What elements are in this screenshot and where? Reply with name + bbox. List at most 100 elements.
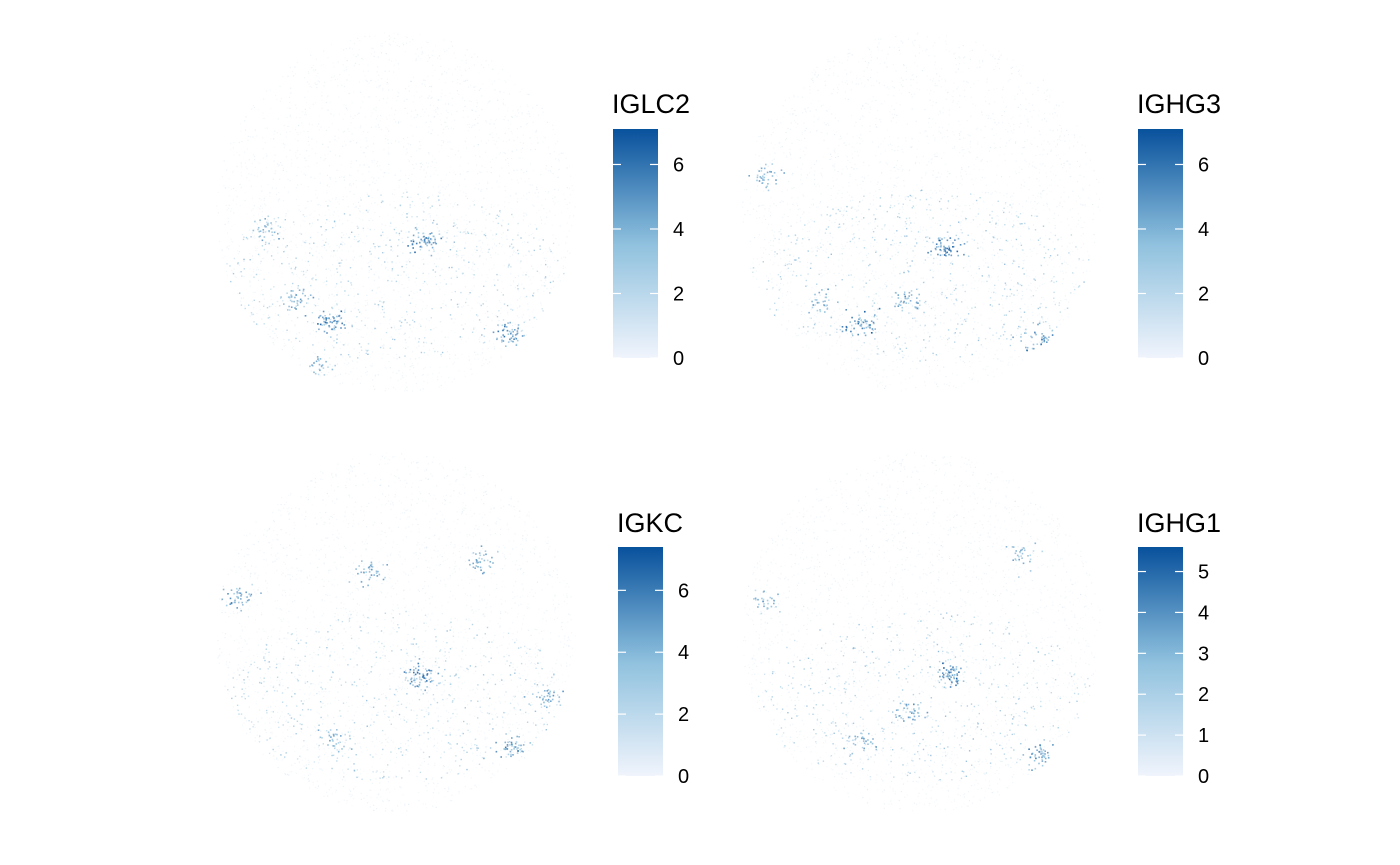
spot [485,120,487,122]
spot [819,201,821,203]
spot [522,157,524,159]
spot [846,133,848,135]
spot [1050,179,1053,181]
spot [565,256,567,258]
spot [352,203,354,205]
spot [457,235,459,237]
spot [1053,198,1055,200]
spot [1054,213,1056,215]
spot [461,255,463,257]
spot [877,46,879,48]
spot [329,313,331,316]
spot [489,100,491,102]
spot [518,283,520,285]
spot [418,341,420,343]
spot [507,157,509,159]
spot [416,91,418,93]
spot [828,108,830,110]
spot [777,264,779,266]
spot [817,312,819,315]
spot [930,291,933,293]
spot [459,336,461,338]
spot [994,101,996,103]
spot [957,208,959,210]
spot [964,152,966,154]
spot [872,304,874,306]
spot [239,183,241,185]
spot [900,53,902,55]
spot [391,261,393,263]
spot [277,300,279,303]
spot [1032,194,1034,196]
spot [971,343,973,345]
spot [806,266,808,268]
spot [502,102,504,104]
spot [405,174,407,176]
spot [430,329,432,331]
spot [324,67,327,69]
spot [468,337,470,339]
spot [574,206,576,208]
spot [952,243,954,245]
spot [805,127,807,129]
spot [315,274,317,276]
spot [888,229,891,231]
spot [1027,306,1029,308]
spot [437,201,440,203]
spot [357,301,359,303]
spot [976,67,978,69]
spot [986,92,988,94]
spot [406,152,408,154]
spot [431,246,434,249]
spot [336,250,338,252]
spot [418,338,420,340]
spot [370,247,372,249]
spot [977,290,979,292]
spot [422,164,424,166]
spot [258,240,261,242]
spot [893,243,896,245]
spot [432,373,434,375]
spot [407,236,409,239]
spot [826,272,828,274]
spot [471,125,473,127]
spot [976,202,978,204]
spot [298,277,300,279]
spot [415,236,417,238]
spot [1007,206,1009,208]
spot [273,138,275,140]
spot [277,165,279,167]
spot [854,326,856,329]
spot [1086,270,1088,272]
spot [227,220,230,223]
spot [256,175,258,177]
spot [519,106,521,108]
spot [873,277,875,279]
spot [538,239,540,241]
spot [465,242,467,244]
spot [431,205,433,207]
spot [488,79,491,81]
spot [452,206,454,208]
spot [380,301,382,303]
spot [253,321,255,323]
spot [347,343,349,345]
spot [224,255,226,257]
spot [334,286,336,288]
spot [990,224,992,226]
spot [933,155,936,157]
spot [794,109,796,112]
spot [349,141,351,143]
spot [985,347,988,350]
spot [388,35,390,37]
spot [270,299,272,301]
spot [473,53,476,55]
spot [787,248,789,250]
spot [394,327,396,329]
spot [1084,205,1086,207]
spot [370,79,372,81]
spot [239,123,241,125]
spot [412,239,414,241]
spot [1023,131,1026,133]
spot [449,171,451,174]
